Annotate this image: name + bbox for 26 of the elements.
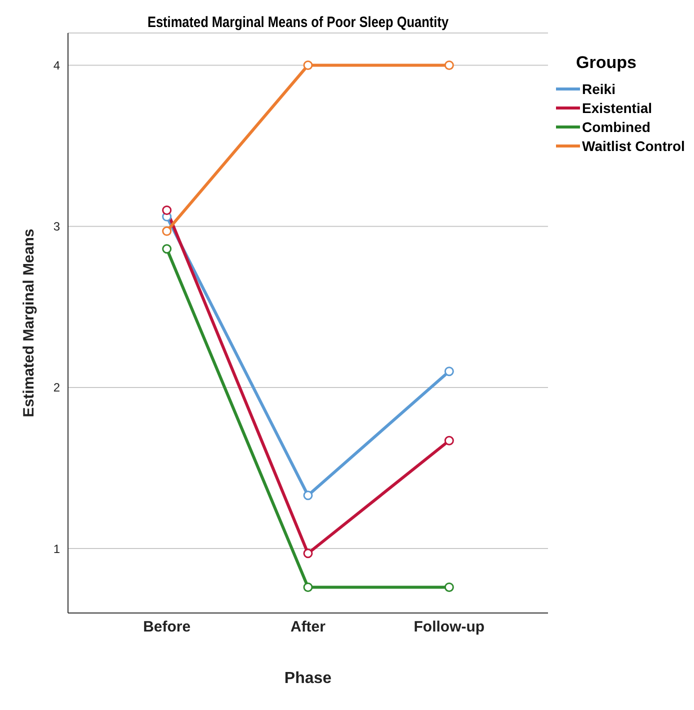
x-axis-title: Phase <box>284 670 332 687</box>
x-tick-label: Follow-up <box>414 618 485 636</box>
point <box>303 490 313 500</box>
x-tick-label: Before <box>143 618 191 636</box>
y-axis-title: Estimated Marginal Means <box>20 228 38 418</box>
point <box>444 582 454 592</box>
point <box>303 60 313 70</box>
legend-title: Groups <box>576 53 638 73</box>
legend-label: Waitlist Control <box>582 138 685 154</box>
point <box>162 205 172 215</box>
point <box>303 548 313 558</box>
point <box>162 226 172 236</box>
y-tick-label: 3 <box>53 220 60 234</box>
point <box>162 244 172 254</box>
point <box>303 582 313 592</box>
point <box>444 366 454 376</box>
legend-label: Existential <box>582 100 652 116</box>
legend-label: Combined <box>582 119 650 135</box>
point <box>444 436 454 446</box>
y-tick-label: 1 <box>53 542 60 556</box>
chart-title: Estimated Marginal Means of Poor Sleep Quantity <box>146 14 450 31</box>
y-tick-label: 2 <box>53 380 60 395</box>
y-tick-label: 4 <box>53 58 60 72</box>
legend-label: Reiki <box>582 81 616 97</box>
point <box>444 60 454 70</box>
x-tick-label: After <box>290 618 326 636</box>
